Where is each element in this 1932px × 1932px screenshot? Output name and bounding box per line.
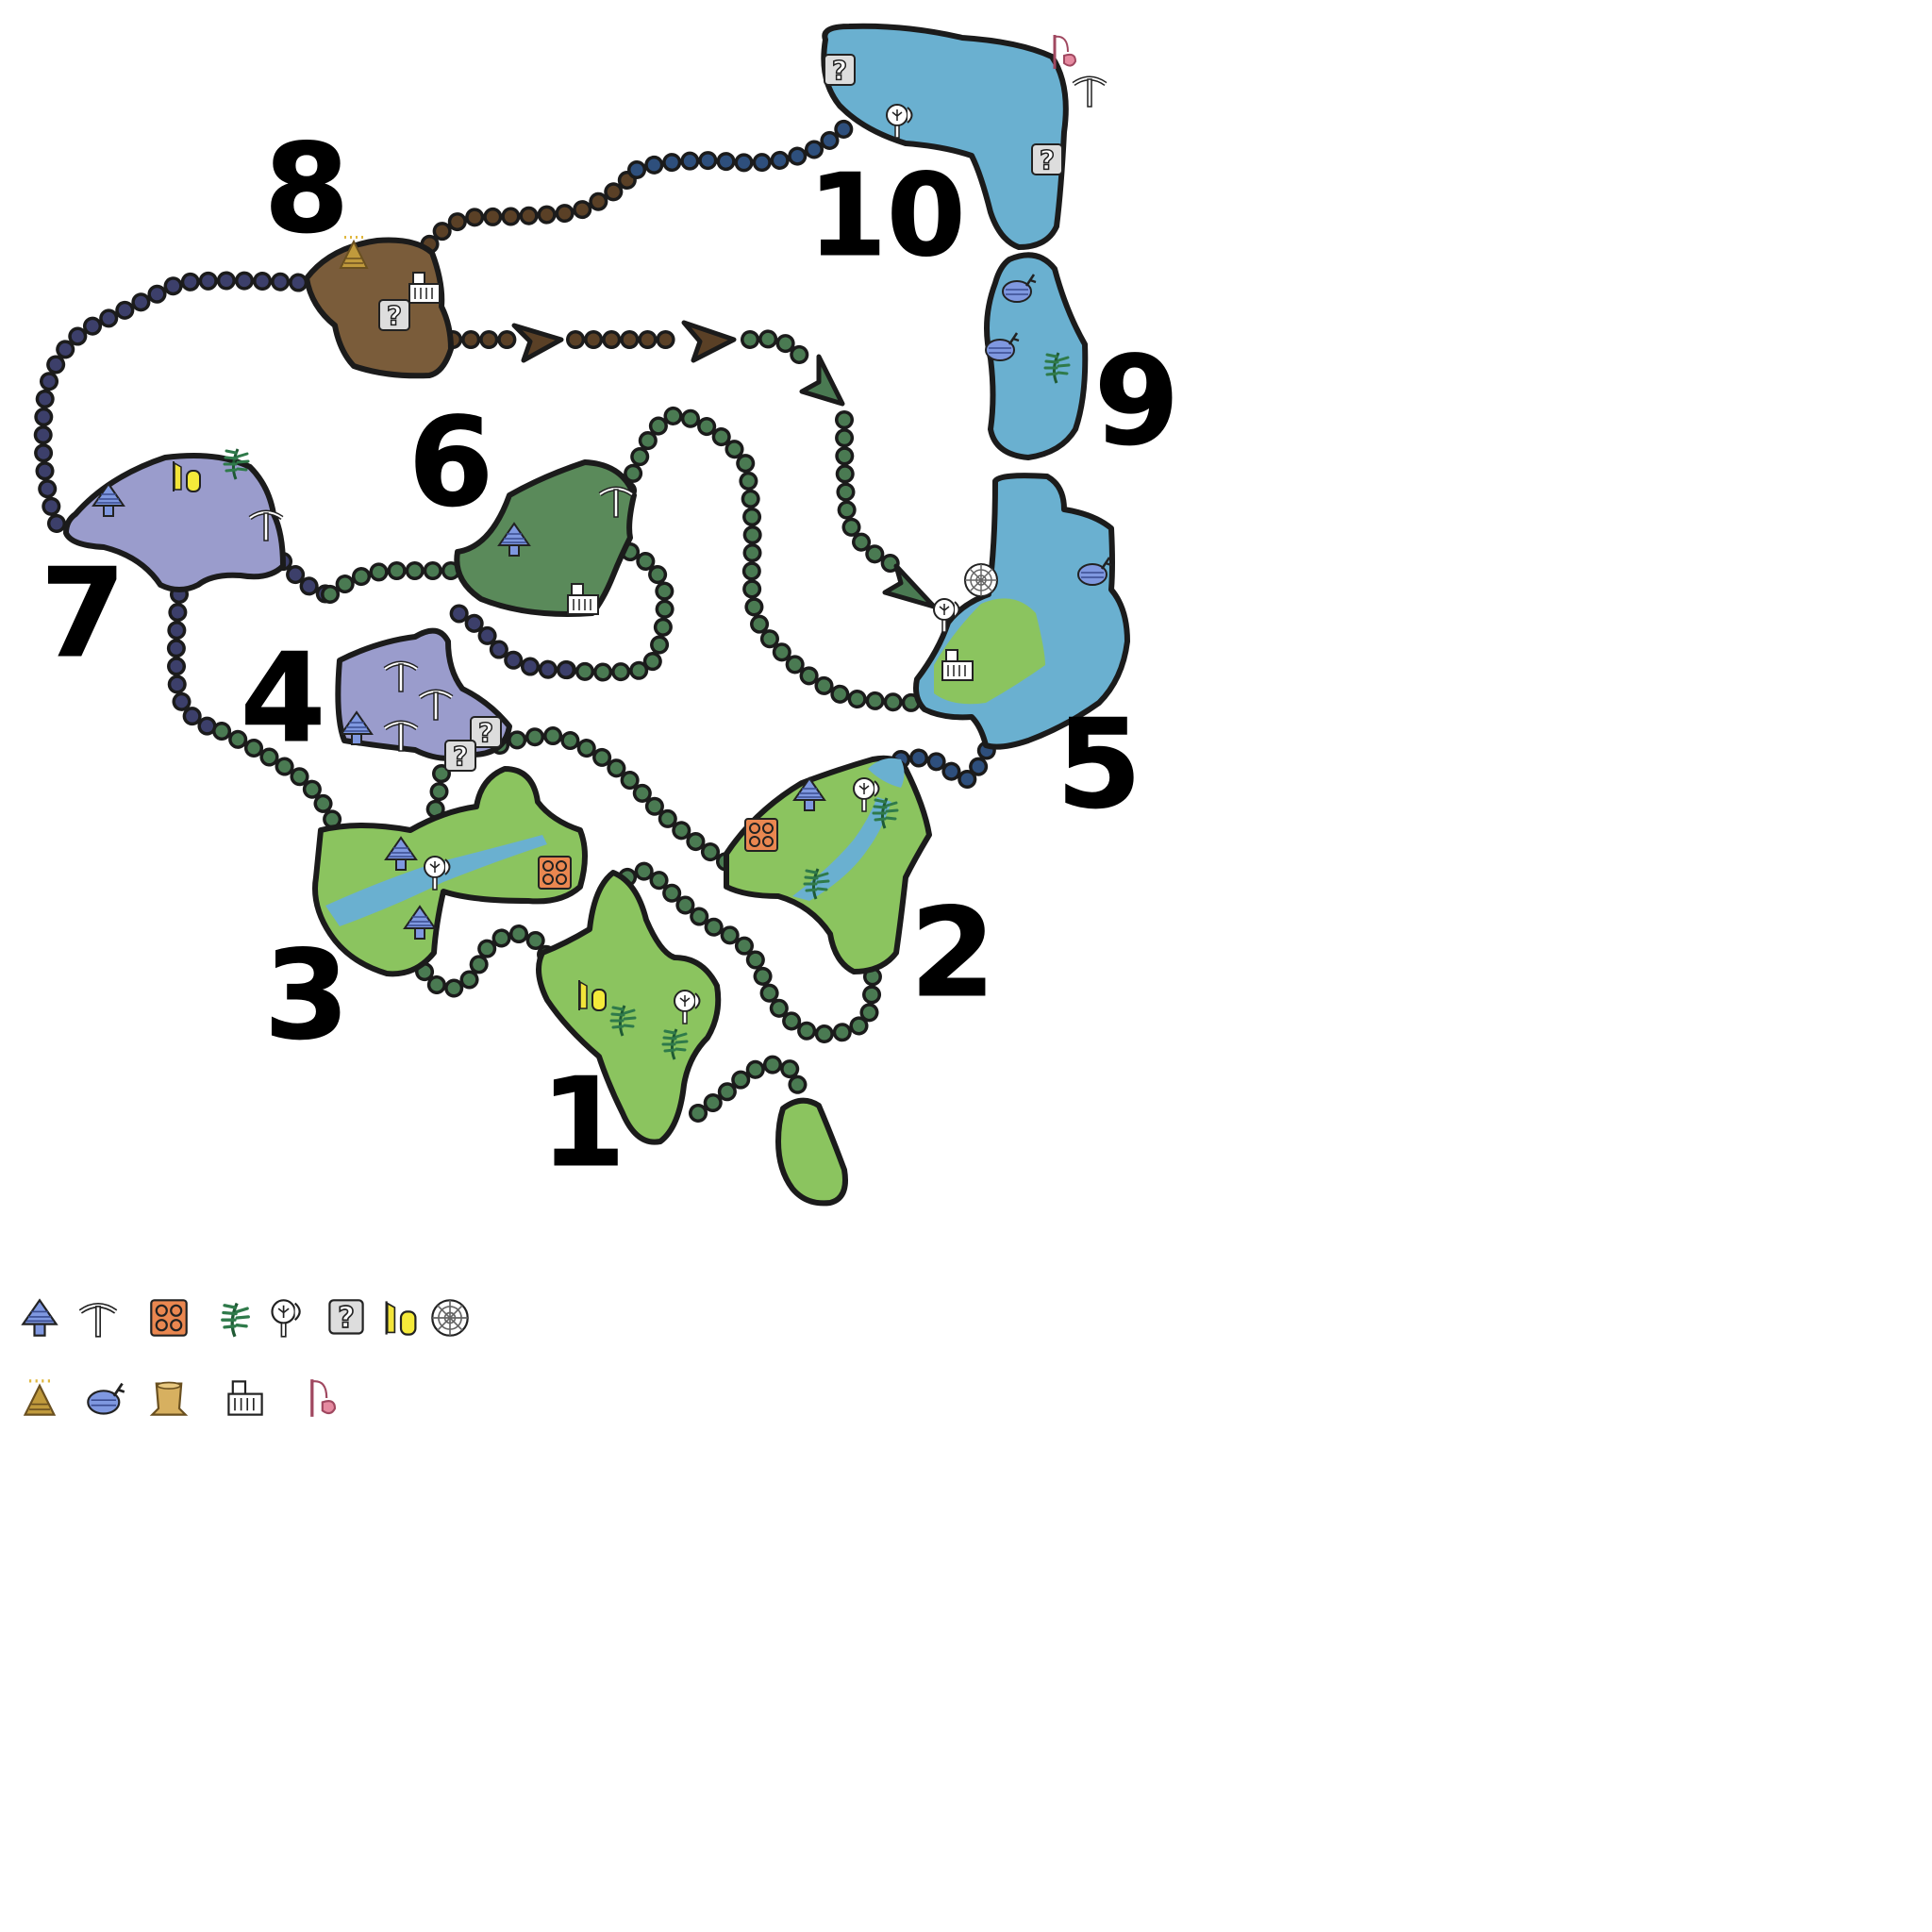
honeycomb-icon — [744, 818, 778, 852]
path-3-1 — [418, 927, 554, 995]
dung-icon — [24, 1378, 56, 1416]
icon-legend — [22, 1299, 469, 1419]
legend-row-2 — [24, 1377, 337, 1419]
bug-net-icon — [271, 1299, 301, 1338]
arrow-3 — [799, 354, 845, 407]
path-4-3 — [425, 767, 448, 827]
path-1-2 — [621, 865, 879, 1041]
fishing-icon — [310, 1377, 337, 1419]
unknown-gather-icon — [378, 299, 410, 332]
path-7-8 — [37, 275, 313, 530]
bone-icon — [227, 1380, 263, 1416]
unknown-gather-icon — [328, 1299, 364, 1337]
path-1-islet — [691, 1058, 805, 1120]
zone-10-area[interactable] — [821, 23, 1069, 250]
zone-5-label: 5 — [1057, 692, 1141, 836]
path-7-3b — [215, 724, 341, 832]
mushroom-icon — [22, 1299, 58, 1337]
zone-4-label: 4 — [241, 626, 325, 770]
herb-icon — [221, 1301, 250, 1339]
honeycomb-icon — [538, 856, 572, 890]
path-6-4 — [559, 545, 672, 678]
fish-icon — [86, 1382, 126, 1415]
zone-6-area[interactable] — [454, 459, 637, 617]
unknown-gather-icon — [1031, 143, 1063, 176]
stump-icon — [151, 1381, 187, 1416]
connecting-paths — [33, 113, 1000, 1123]
zone-10-label: 10 — [808, 151, 966, 282]
path-7-3 — [170, 588, 228, 738]
zone-2-label: 2 — [910, 881, 995, 1024]
zone-2-area[interactable] — [724, 755, 932, 974]
arrow-2 — [681, 320, 737, 363]
path-8-5d — [838, 413, 903, 573]
pickaxe-icon — [80, 1306, 115, 1337]
zone-6-label: 6 — [408, 391, 493, 534]
path-6-5 — [621, 408, 926, 709]
zone-8-label: 8 — [264, 117, 349, 260]
path-8-10b — [630, 116, 856, 176]
zone-7-area[interactable] — [63, 452, 286, 592]
legend-row-1 — [22, 1299, 469, 1339]
path-4-2 — [493, 729, 742, 874]
zone-1-label: 1 — [541, 1051, 625, 1194]
path-8-5c — [743, 332, 808, 365]
zone-7-label: 7 — [41, 541, 125, 685]
zone-2-stream — [792, 797, 891, 901]
path-6-4b — [437, 602, 573, 676]
zone-1-islet — [775, 1097, 848, 1207]
path-2-5 — [894, 734, 997, 786]
unknown-gather-icon — [444, 740, 476, 773]
path-8-10 — [413, 163, 643, 266]
path-8-5d-outline — [835, 410, 906, 575]
zone-9-area[interactable] — [984, 252, 1089, 460]
honeycomb-icon — [150, 1299, 188, 1337]
zone-2-pool — [868, 758, 905, 788]
zone-9-label: 9 — [1094, 329, 1179, 473]
path-3-1-outline — [415, 924, 557, 998]
zone-1-area[interactable] — [536, 870, 722, 1145]
spiderweb-icon — [964, 563, 998, 597]
pod-icon — [385, 1300, 417, 1336]
arrow-4 — [882, 563, 937, 609]
path-7-6b — [324, 564, 464, 601]
zone-3-label: 3 — [264, 924, 349, 1067]
unknown-gather-icon — [824, 54, 856, 87]
pickaxe-icon — [1074, 78, 1106, 107]
spiderweb-icon — [431, 1299, 469, 1337]
arrow-1 — [511, 323, 564, 363]
